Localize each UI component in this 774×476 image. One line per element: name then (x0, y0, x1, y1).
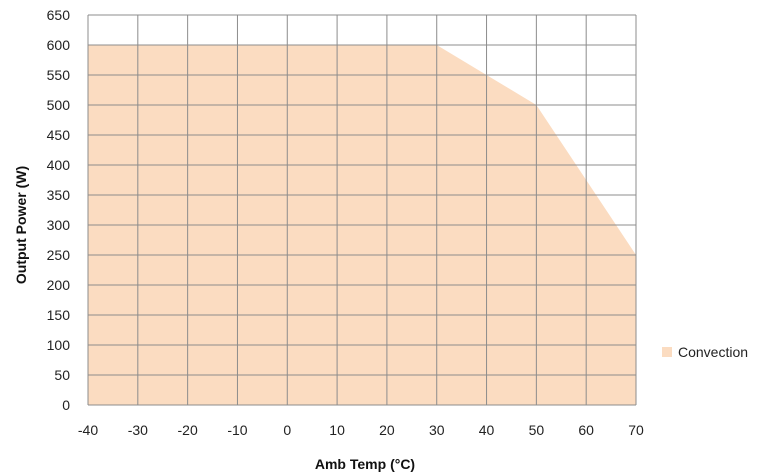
x-tick-label: 30 (429, 422, 445, 438)
x-axis-title: Amb Temp (°C) (315, 456, 415, 472)
x-tick-label: -20 (178, 422, 198, 438)
legend: Convection (662, 344, 748, 360)
x-tick-label: 40 (479, 422, 495, 438)
y-tick-label: 450 (47, 127, 71, 143)
y-tick-label: 200 (47, 277, 71, 293)
y-tick-labels: 0 50 100 150 200 250 300 350 400 450 500 550 600 650 (47, 7, 71, 413)
plot-grid (87, 14, 637, 406)
y-tick-label: 600 (47, 37, 71, 53)
y-tick-label: 650 (47, 7, 71, 23)
legend-label-convection: Convection (678, 344, 748, 360)
legend-swatch-convection (662, 347, 672, 357)
x-tick-labels: -40 -30 -20 -10 0 10 20 30 40 50 60 70 (78, 422, 644, 438)
x-tick-label: 10 (329, 422, 345, 438)
x-tick-label: -10 (227, 422, 247, 438)
x-tick-label: -30 (128, 422, 148, 438)
y-tick-label: 400 (47, 157, 71, 173)
y-tick-label: 50 (54, 367, 70, 383)
x-tick-label: 50 (529, 422, 545, 438)
y-tick-label: 0 (62, 397, 70, 413)
y-axis-title: Output Power (W) (13, 166, 29, 284)
y-tick-label: 150 (47, 307, 71, 323)
y-tick-label: 550 (47, 67, 71, 83)
x-tick-label: -40 (78, 422, 98, 438)
y-tick-label: 350 (47, 187, 71, 203)
y-tick-label: 500 (47, 97, 71, 113)
y-tick-label: 100 (47, 337, 71, 353)
y-tick-label: 300 (47, 217, 71, 233)
x-tick-label: 60 (578, 422, 594, 438)
x-tick-label: 20 (379, 422, 395, 438)
x-tick-label: 0 (283, 422, 291, 438)
x-tick-label: 70 (628, 422, 644, 438)
y-tick-label: 250 (47, 247, 71, 263)
